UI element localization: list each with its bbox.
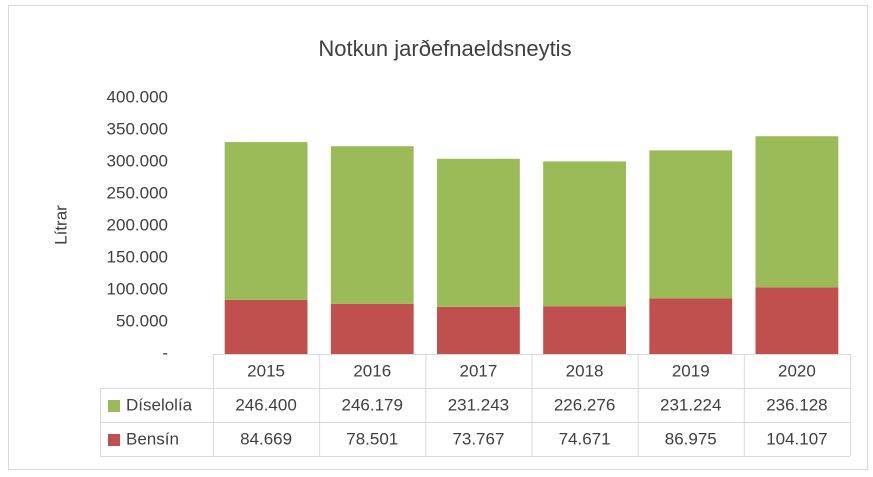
y-tick-label: 350.000	[107, 119, 168, 138]
y-tick-label: -	[162, 343, 168, 362]
data-label: 84.669	[240, 429, 292, 448]
bar-segment	[649, 150, 733, 299]
y-tick-label: 300.000	[107, 151, 168, 170]
x-tick-label: 2018	[566, 361, 604, 380]
x-tick-label: 2020	[778, 361, 816, 380]
bar-segment	[330, 303, 414, 354]
data-label: 246.400	[235, 395, 296, 414]
legend-key	[108, 434, 120, 446]
data-label: 246.179	[342, 395, 403, 414]
bar-segment	[224, 299, 308, 354]
bar-segment	[437, 158, 520, 307]
y-tick-label: 150.000	[107, 247, 168, 266]
y-tick-label: 50.000	[116, 311, 168, 330]
bar-segment	[330, 146, 414, 304]
y-tick-label: 100.000	[107, 279, 168, 298]
bar-segment	[755, 287, 839, 354]
data-label: 231.224	[660, 395, 721, 414]
legend-label: Bensín	[126, 429, 179, 448]
data-label: 86.975	[665, 429, 717, 448]
legend-label: Díselolía	[126, 395, 193, 414]
bar-segment	[543, 306, 626, 354]
x-tick-label: 2016	[353, 361, 391, 380]
bar-segment	[437, 306, 520, 354]
y-tick-label: 400.000	[107, 87, 168, 106]
legend-key	[108, 400, 120, 412]
data-label: 236.128	[766, 395, 827, 414]
data-label: 226.276	[554, 395, 615, 414]
data-label: 73.767	[452, 429, 504, 448]
x-tick-label: 2017	[460, 361, 498, 380]
data-label: 231.243	[448, 395, 509, 414]
bar-segment	[649, 298, 733, 354]
bar-segment	[543, 161, 626, 307]
y-tick-label: 200.000	[107, 215, 168, 234]
y-axis-title: Lítrar	[51, 205, 70, 245]
y-tick-label: 250.000	[107, 183, 168, 202]
data-label: 78.501	[346, 429, 398, 448]
data-label: 74.671	[559, 429, 611, 448]
bar-segment	[224, 142, 308, 300]
chart-title: Notkun jarðefnaeldsneytis	[318, 36, 571, 61]
x-tick-label: 2015	[247, 361, 285, 380]
bar-segment	[755, 136, 839, 288]
x-tick-label: 2019	[672, 361, 710, 380]
data-label: 104.107	[766, 429, 827, 448]
